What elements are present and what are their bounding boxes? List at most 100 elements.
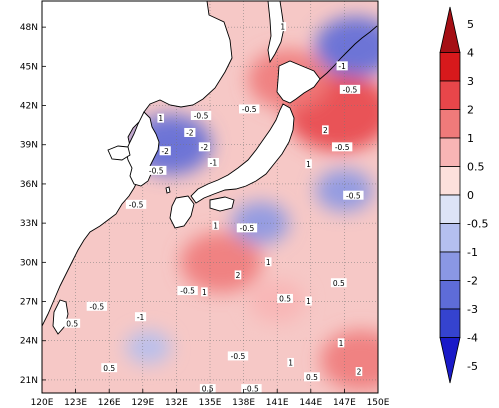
colorbar-label: -3 [467, 303, 478, 316]
shikoku-island [209, 196, 235, 212]
y-tick-label: 39N [20, 141, 38, 151]
contour-label: -1 [210, 159, 218, 168]
anomaly-center-1 [320, 330, 378, 391]
contour-label: 0.5 [103, 364, 115, 373]
colorbar-extend-bottom [439, 337, 461, 384]
taiwan-island [52, 299, 69, 335]
contour-label: 1 [213, 221, 218, 230]
contour-label: -0.5 [343, 85, 358, 94]
contour-label: -0.5 [149, 166, 164, 175]
contour-label-bg [279, 22, 287, 32]
contour-label-bg [305, 159, 312, 169]
colorbar-segment [439, 280, 461, 310]
colorbar-label: 5 [467, 18, 474, 31]
y-tick-label: 33N [20, 219, 38, 229]
colorbar-segment [439, 109, 461, 139]
colorbar-label: -5 [467, 360, 478, 373]
colorbar-segment [439, 194, 461, 224]
contour-label: -2 [186, 129, 194, 138]
colorbar-label: 0.5 [467, 161, 485, 174]
contour-label-bg [330, 278, 347, 288]
contour-label: -0.5 [180, 287, 195, 296]
colorbar-extend-top [439, 6, 461, 53]
contour-label-bg [125, 199, 147, 209]
contour-label-bg [234, 270, 242, 280]
contour-label-bg [331, 142, 353, 152]
x-tick-label: 141E [266, 398, 289, 408]
contour-label-bg [339, 84, 361, 94]
colorbar-segment [439, 251, 461, 281]
contour-label: -1 [137, 313, 145, 322]
y-tick-label: 27N [20, 298, 38, 308]
contour-label-bg [177, 286, 198, 296]
colorbar-label: 3 [467, 75, 474, 88]
colorbar-label: -2 [467, 275, 478, 288]
contour-label: -0.5 [129, 200, 144, 209]
colorbar-label: -1 [467, 246, 478, 259]
anomaly-center-6 [231, 201, 290, 245]
anomaly-center-8 [125, 330, 172, 365]
contour-label-bg [198, 142, 210, 152]
y-axis: 21N 24N 27N 30N 33N 36N 39N 42N 45N 48N [20, 23, 46, 386]
x-tick-label: 129E [131, 398, 154, 408]
contour-label-bg [86, 301, 108, 311]
colorbar-label: -0.5 [467, 218, 488, 231]
contour-label-bg [304, 372, 320, 382]
colorbar-segment [439, 166, 461, 196]
x-tick-label: 126E [98, 398, 121, 408]
contour-label-bg [159, 146, 171, 156]
colorbar-segment [439, 52, 461, 82]
contour-label-bg [305, 296, 312, 306]
contour-label-bg [322, 125, 329, 135]
contour-label-bg [337, 338, 345, 348]
contour-label: -0.5 [90, 302, 105, 311]
contour-label: -0.5 [194, 112, 209, 121]
y-tick-label: 24N [20, 337, 38, 347]
contour-label-bg [201, 287, 208, 297]
x-tick-label: 147E [333, 398, 356, 408]
contour-label: 1 [288, 359, 293, 368]
colorbar-label: 1 [467, 132, 474, 145]
contour-label-bg [236, 223, 258, 233]
contour-label: -0.5 [231, 352, 246, 361]
colorbar-segment [439, 308, 461, 338]
contour-labels: -1-0.511 -0.5-0.5-2-2 -2-1-0.5-0.5-0.5-0.5… [64, 22, 364, 393]
contour-label-bg [343, 190, 364, 200]
anomaly-center-2 [180, 232, 263, 293]
contour-label: 1 [280, 23, 285, 32]
contour-label: 1 [339, 339, 344, 348]
contour-label: 1 [202, 288, 207, 297]
colorbar-label: 4 [467, 47, 474, 60]
contour-label: 0.5 [66, 319, 78, 328]
x-tick-label: 132E [165, 398, 188, 408]
contour-label-bg [146, 165, 167, 175]
contour-label: -0.5 [242, 105, 257, 114]
x-axis: 120E 123E 126E 129E 132E 135E 138E 141E 144E 147E… [31, 389, 390, 408]
shandong-peninsula [107, 145, 131, 161]
y-tick-label: 45N [20, 62, 38, 72]
contour-label-bg [184, 127, 196, 137]
contour-label-bg [336, 61, 348, 71]
x-tick-label: 150E [367, 398, 390, 408]
map-plot-area: -1-0.511 -0.5-0.5-2-2 -2-1-0.5-0.5-0.5-0.5… [42, 1, 378, 393]
colorbar-label: -4 [467, 332, 478, 345]
contour-label: 1 [306, 160, 311, 169]
tsushima-island [165, 186, 171, 194]
contour-label: 0.5 [333, 279, 345, 288]
contour-label: 2 [236, 271, 241, 280]
contour-label-bg [199, 384, 216, 393]
kyushu-island [169, 195, 195, 229]
sakhalin-island [267, 1, 285, 64]
x-tick-label: 138E [232, 398, 255, 408]
contour-label: -0.5 [240, 224, 255, 233]
y-tick-label: 48N [20, 23, 38, 33]
y-tick-label: 21N [20, 376, 38, 386]
hokkaido-island [276, 60, 321, 104]
contour-label: -0.5 [346, 191, 361, 200]
contour-label-bg [212, 220, 219, 230]
contour-label-bg [190, 110, 212, 120]
contour-label: -0.5 [335, 143, 350, 152]
contour-label: 2 [357, 368, 362, 377]
colorbar-segment [439, 137, 461, 167]
